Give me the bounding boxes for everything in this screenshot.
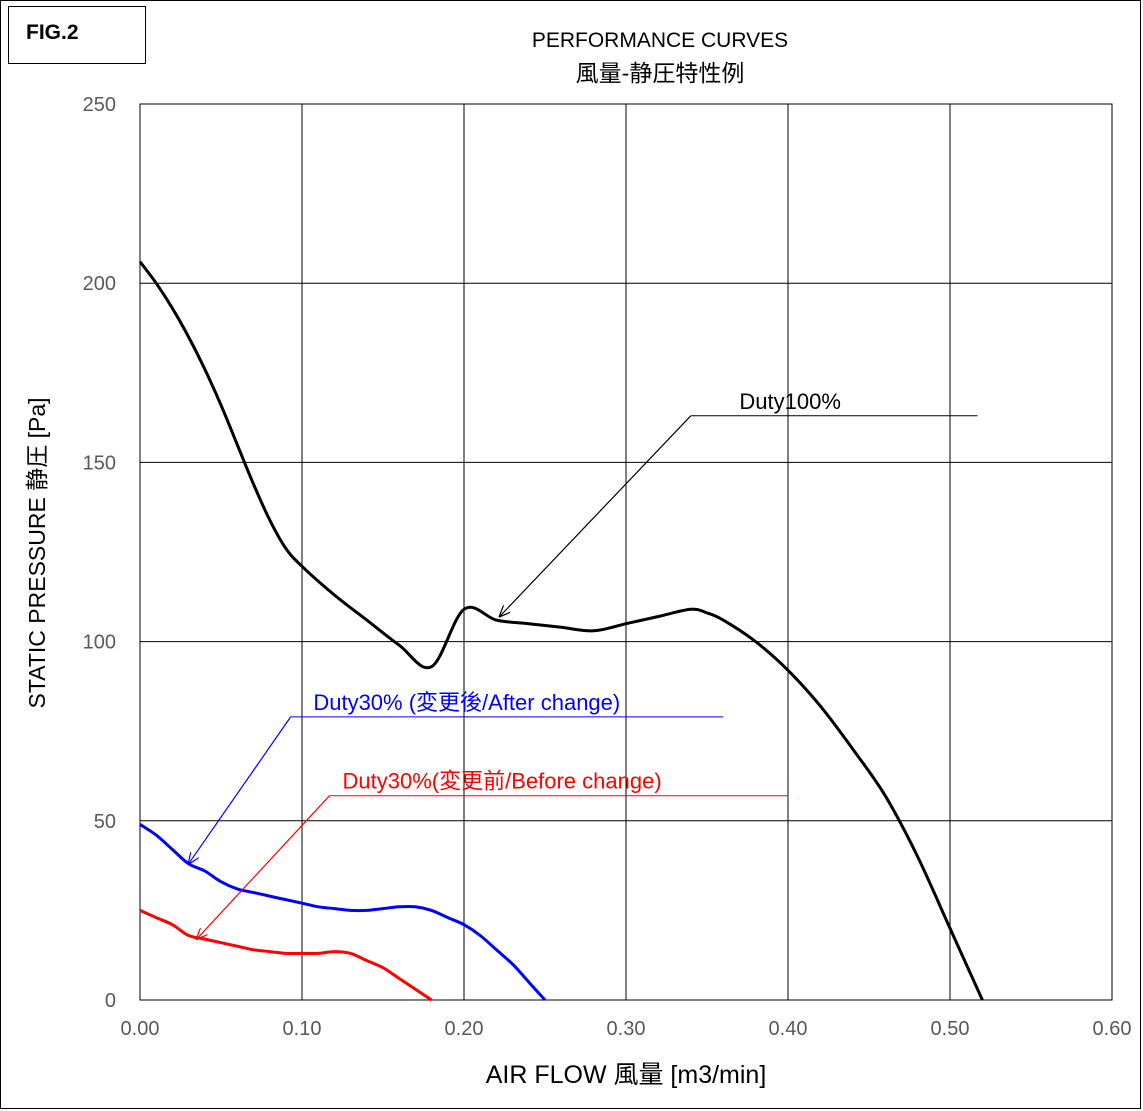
chart-title: PERFORMANCE CURVES [532,29,788,52]
annotation-arrow-duty100 [500,415,692,617]
annotation-label-after: Duty30% (変更後/After change) [313,690,620,715]
tick-labels: 0.00 0.10 0.20 0.30 0.40 0.50 0.60 0 50 100 150 200… [83,94,1132,1040]
y-tick-label: 250 [83,94,116,116]
y-axis-label: STATIC PRESSURE 静圧 [Pa] [24,398,50,709]
series-lines [138,260,984,1002]
series-line-duty100 [138,260,984,1001]
y-tick-label: 100 [83,632,116,654]
x-tick-label: 0.00 [121,1018,160,1040]
y-tick-label: 200 [83,273,116,295]
annotation-label-before: Duty30%(変更前/Before change) [343,769,662,794]
plot-border [139,103,1113,1001]
figure-label: FIG.2 [8,6,146,64]
annotation-arrow-before [197,795,330,939]
y-tick-label: 0 [105,990,116,1012]
annotations: Duty100% Duty30% (変更後/After change) Duty30… [189,389,978,939]
y-tick-label: 150 [83,452,116,474]
grid [139,103,1113,1001]
annotation-label-duty100: Duty100% [739,389,841,414]
annotation-arrow-after [189,716,292,864]
x-tick-label: 0.40 [769,1018,808,1040]
x-tick-label: 0.10 [283,1018,322,1040]
y-tick-label: 50 [94,811,116,833]
x-tick-label: 0.30 [607,1018,646,1040]
series-line-after [139,823,547,1002]
series-line-before [139,909,433,1002]
chart-subtitle: 風量-静圧特性例 [576,60,745,86]
x-tick-label: 0.20 [445,1018,484,1040]
x-tick-label: 0.50 [931,1018,970,1040]
x-tick-label: 0.60 [1093,1018,1132,1040]
x-axis-label: AIR FLOW 風量 [m3/min] [486,1061,767,1089]
